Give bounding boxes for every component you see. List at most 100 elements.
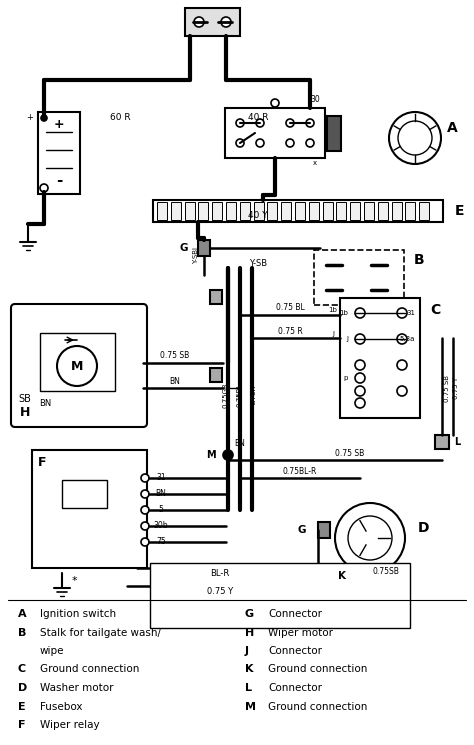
Text: J: J [245, 646, 249, 656]
Bar [153, 200, 443, 222]
Bar [225, 108, 325, 158]
Text: C: C [18, 665, 26, 674]
Text: H: H [20, 407, 30, 419]
Text: L: L [454, 437, 460, 447]
Text: 0.75 R: 0.75 R [278, 328, 302, 337]
Bar [309, 202, 319, 220]
Text: D: D [18, 683, 27, 693]
Circle shape [194, 17, 204, 27]
Text: Y-SBl: Y-SBl [193, 247, 199, 264]
Circle shape [397, 360, 407, 370]
Text: 0.75 SB: 0.75 SB [444, 375, 450, 402]
Bar [364, 202, 374, 220]
Text: Connector: Connector [268, 609, 322, 619]
Text: x: x [313, 160, 317, 166]
Circle shape [335, 503, 405, 573]
Text: BN: BN [170, 376, 181, 385]
Text: 1b: 1b [328, 307, 337, 313]
Text: 0.75 Y: 0.75 Y [453, 377, 459, 399]
Circle shape [286, 119, 294, 127]
Circle shape [223, 450, 233, 460]
Text: B: B [18, 627, 27, 638]
Text: E: E [18, 702, 26, 711]
Bar [38, 112, 80, 194]
Bar [185, 8, 240, 36]
Text: L: L [245, 683, 252, 693]
Text: BN: BN [155, 489, 166, 498]
Text: J: J [227, 370, 230, 380]
Text: 75: 75 [156, 537, 166, 547]
Bar [419, 202, 429, 220]
Text: Ground connection: Ground connection [268, 702, 367, 711]
Text: 0.75 Y: 0.75 Y [207, 588, 233, 597]
Text: E: E [455, 204, 465, 218]
Text: 5.3a: 5.3a [400, 336, 415, 342]
Circle shape [141, 506, 149, 514]
Circle shape [355, 308, 365, 318]
Circle shape [398, 121, 432, 155]
Bar [157, 202, 167, 220]
Bar [184, 202, 195, 220]
Text: Ignition switch: Ignition switch [40, 609, 116, 619]
Bar [40, 333, 115, 391]
Text: 0.75 BL: 0.75 BL [275, 303, 304, 312]
Text: 0.75R: 0.75R [251, 385, 257, 405]
Bar [171, 202, 181, 220]
Circle shape [141, 522, 149, 530]
Bar [327, 116, 341, 151]
Text: G: G [298, 525, 306, 535]
Bar [340, 298, 420, 418]
Text: Washer motor: Washer motor [40, 683, 113, 693]
Circle shape [256, 139, 264, 147]
Circle shape [348, 516, 392, 560]
Text: 0.75 SB: 0.75 SB [336, 448, 365, 457]
Circle shape [141, 538, 149, 546]
Bar [267, 202, 277, 220]
Text: 0.75BL-R: 0.75BL-R [283, 466, 317, 475]
Text: A: A [18, 609, 27, 619]
Circle shape [141, 490, 149, 498]
Text: BN: BN [39, 399, 51, 408]
Bar [337, 202, 346, 220]
Circle shape [397, 308, 407, 318]
Bar [314, 250, 404, 305]
Circle shape [355, 398, 365, 408]
Text: J: J [332, 331, 334, 337]
Circle shape [355, 360, 365, 370]
Bar [435, 435, 449, 449]
Text: 30: 30 [310, 95, 320, 104]
Text: +: + [26, 113, 33, 122]
Text: M: M [245, 702, 256, 711]
Bar [405, 202, 415, 220]
Circle shape [271, 99, 279, 107]
Text: G: G [245, 609, 254, 619]
Text: H: H [245, 627, 254, 638]
Circle shape [353, 571, 363, 581]
Text: C: C [430, 303, 440, 317]
Bar [350, 202, 360, 220]
Text: M: M [206, 450, 216, 460]
Text: J: J [227, 292, 230, 302]
Text: 31: 31 [156, 474, 166, 483]
Text: 5: 5 [159, 506, 164, 515]
Text: 0.75GR: 0.75GR [223, 382, 229, 408]
Circle shape [306, 139, 314, 147]
Text: -: - [56, 173, 62, 188]
Text: Connector: Connector [268, 683, 322, 693]
Bar [378, 202, 388, 220]
Bar [281, 202, 291, 220]
Text: K: K [245, 665, 254, 674]
Circle shape [256, 119, 264, 127]
Circle shape [40, 184, 48, 192]
Bar [240, 202, 250, 220]
Circle shape [236, 139, 244, 147]
Text: wipe: wipe [40, 646, 64, 656]
Text: J: J [346, 336, 348, 342]
Bar [226, 202, 236, 220]
Text: 0.75SB: 0.75SB [373, 566, 400, 575]
Text: Wiper relay: Wiper relay [40, 720, 100, 730]
Circle shape [236, 119, 244, 127]
Bar [318, 522, 330, 538]
Bar [210, 290, 222, 304]
Bar [199, 202, 209, 220]
